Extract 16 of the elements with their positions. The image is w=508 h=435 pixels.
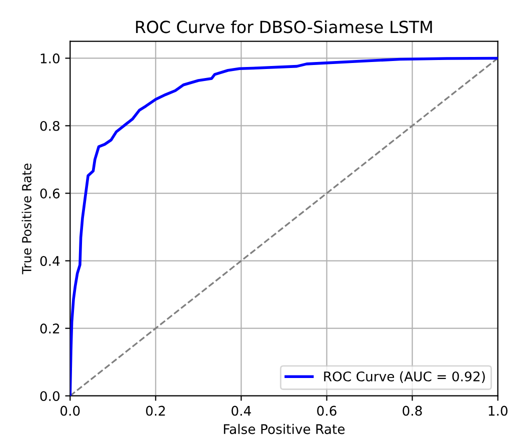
y-tick-label: 1.0 [40, 53, 60, 64]
y-tick-label: 0.0 [40, 391, 60, 402]
y-tick-label: 0.2 [40, 324, 60, 334]
x-tick-label: 0.2 [146, 406, 165, 416]
chart-title: ROC Curve for DBSO-Siamese LSTM [136, 20, 432, 34]
y-tick-label: 0.8 [40, 120, 60, 131]
x-tick-label: 0.4 [232, 406, 251, 416]
x-tick-label: 0.6 [317, 406, 336, 416]
y-axis-title: True Positive Rate [22, 164, 32, 274]
x-tick-label: 0.8 [402, 406, 422, 416]
x-tick-label: 0.0 [60, 406, 80, 416]
x-tick-label: 1.0 [488, 406, 508, 416]
y-tick-label: 0.6 [40, 188, 60, 198]
x-axis-title: False Positive Rate [224, 424, 345, 434]
y-tick-label: 0.4 [40, 256, 60, 266]
legend-label: ROC Curve (AUC = 0.92) [324, 371, 485, 383]
